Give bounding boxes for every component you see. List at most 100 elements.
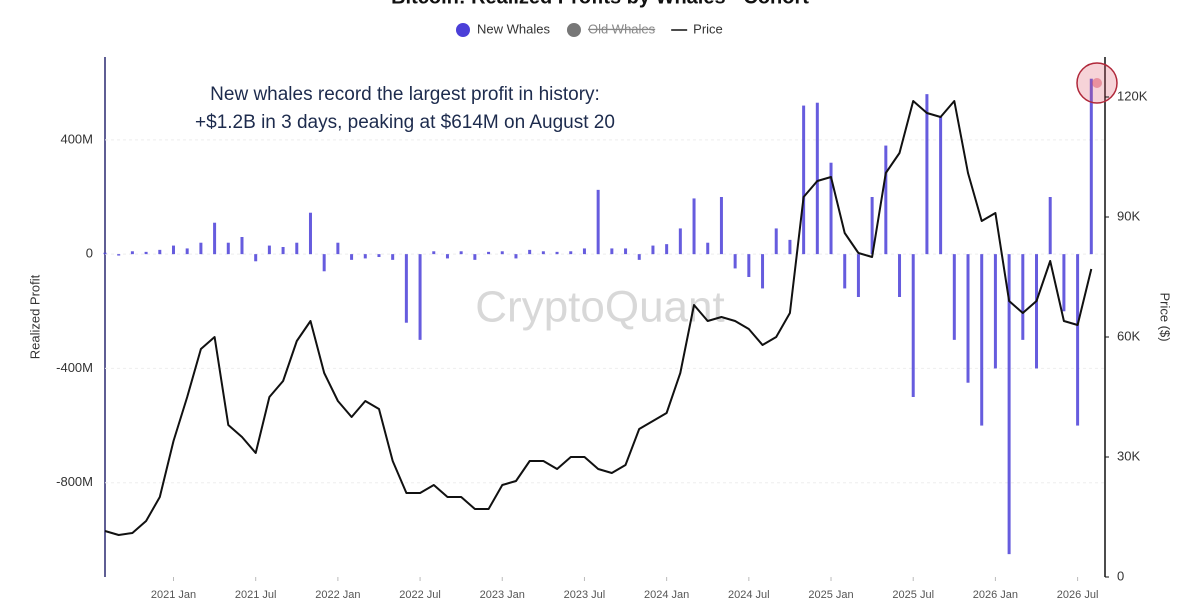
y-axis-label: Realized Profit: [27, 274, 42, 359]
bar: [1007, 254, 1011, 555]
bar: [706, 242, 710, 255]
bar: [541, 251, 545, 255]
bar: [678, 228, 682, 255]
bar: [350, 254, 354, 260]
bar: [322, 254, 326, 272]
bar: [582, 248, 586, 255]
x-tick-label: 2024 Jan: [644, 589, 689, 600]
bar: [870, 197, 874, 255]
bar: [171, 245, 175, 255]
chart-title: Bitcoin: Realized Profits by Whales - Co…: [391, 0, 809, 8]
bar: [103, 252, 107, 255]
bar: [459, 251, 463, 255]
legend-label[interactable]: Price: [693, 21, 723, 36]
legend: New Whales Old Whales Price: [456, 21, 723, 37]
bar: [500, 251, 504, 255]
bar: [774, 228, 778, 255]
y-tick-label: 0: [86, 246, 93, 261]
bar: [610, 248, 614, 255]
bar: [336, 242, 340, 255]
bar: [487, 251, 491, 255]
bar: [856, 254, 860, 297]
bar: [404, 254, 408, 323]
y2-tick-label: 120K: [1117, 88, 1148, 103]
bar: [952, 254, 956, 340]
bar: [254, 254, 258, 262]
bar: [651, 245, 655, 255]
bar: [911, 254, 915, 397]
bar: [733, 254, 737, 269]
bar: [747, 254, 751, 277]
x-tick-label: 2022 Jul: [399, 589, 441, 600]
bar: [802, 105, 806, 255]
highlight-dot: [1092, 78, 1102, 88]
bar: [445, 254, 449, 259]
bar: [898, 254, 902, 297]
x-tick-label: 2021 Jul: [235, 589, 277, 600]
bar: [391, 254, 395, 260]
bar: [1035, 254, 1039, 369]
legend-label[interactable]: New Whales: [477, 21, 550, 36]
annotation: New whales record the largest profit in …: [210, 84, 600, 105]
bar: [267, 245, 271, 255]
bar: [569, 251, 573, 255]
watermark: CryptoQuant: [475, 283, 724, 332]
bar: [993, 254, 997, 369]
x-tick-label: 2024 Jul: [728, 589, 770, 600]
y2-tick-label: 90K: [1117, 208, 1140, 223]
y2-tick-label: 30K: [1117, 448, 1140, 463]
bar: [117, 254, 121, 256]
bar: [1048, 197, 1052, 255]
bar: [514, 254, 518, 259]
bar: [719, 197, 723, 255]
bar: [843, 254, 847, 289]
bar: [240, 237, 244, 255]
bar: [1062, 254, 1066, 312]
legend-swatch: [456, 23, 470, 37]
bar: [377, 254, 381, 257]
legend-label[interactable]: Old Whales: [588, 21, 656, 36]
y2-tick-label: 60K: [1117, 328, 1140, 343]
x-tick-label: 2026 Jan: [973, 589, 1018, 600]
bar: [199, 242, 203, 255]
bar: [185, 248, 189, 255]
bar: [158, 249, 162, 255]
bar: [884, 145, 888, 255]
bar: [130, 251, 134, 255]
bar: [418, 254, 422, 340]
y2-tick-label: 0: [1117, 568, 1124, 583]
y-tick-label: -400M: [56, 360, 93, 375]
bar: [1089, 78, 1093, 255]
bar: [980, 254, 984, 426]
bar: [555, 251, 559, 255]
x-tick-label: 2022 Jan: [315, 589, 360, 600]
bar: [1021, 254, 1025, 340]
legend-swatch: [566, 23, 581, 37]
bar: [939, 117, 943, 255]
bar: [637, 254, 641, 260]
bar: [761, 254, 765, 289]
bar: [692, 198, 696, 255]
bar: [432, 251, 436, 255]
bar: [624, 248, 628, 255]
bar: [966, 254, 970, 383]
bar: [829, 162, 833, 255]
x-tick-label: 2023 Jul: [564, 589, 606, 600]
bar: [788, 239, 792, 255]
y-tick-label: 400M: [60, 131, 93, 146]
bar: [925, 94, 929, 255]
bar: [308, 212, 312, 255]
price-line: [104, 100, 1093, 536]
bar: [226, 242, 230, 255]
bar: [213, 222, 217, 255]
x-tick-label: 2026 Jul: [1057, 589, 1099, 600]
x-tick-label: 2025 Jan: [808, 589, 853, 600]
bar: [815, 102, 819, 255]
y-tick-label: -800M: [56, 474, 93, 489]
bar: [1076, 254, 1080, 426]
plot-area: [103, 78, 1105, 555]
annotation: +$1.2B in 3 days, peaking at $614M on Au…: [195, 112, 615, 133]
x-tick-label: 2021 Jan: [151, 589, 196, 600]
bar: [281, 247, 285, 255]
